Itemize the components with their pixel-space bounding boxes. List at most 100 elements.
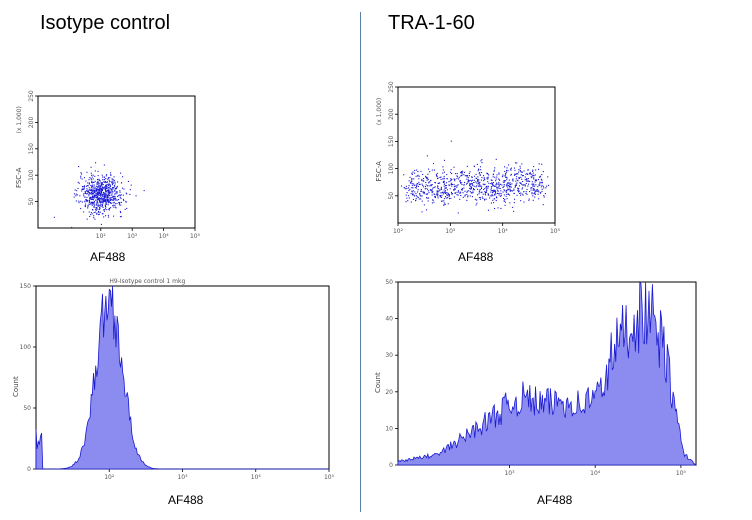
data-point: [87, 182, 89, 184]
data-point: [122, 198, 124, 200]
data-point: [441, 188, 443, 190]
data-point: [420, 198, 422, 200]
plot-right-dot-x-tick: 10⁵: [550, 228, 561, 235]
data-point: [525, 191, 527, 193]
data-point: [512, 179, 514, 181]
data-point: [447, 192, 449, 194]
data-point: [443, 182, 445, 184]
data-point: [108, 193, 110, 195]
data-point: [510, 189, 512, 191]
data-point: [535, 190, 537, 192]
data-point: [420, 170, 422, 172]
data-point: [103, 181, 105, 183]
data-point: [541, 190, 543, 192]
data-point: [420, 190, 422, 192]
data-point: [91, 195, 93, 197]
data-point: [127, 180, 129, 182]
data-point: [516, 162, 518, 164]
data-point: [487, 173, 489, 175]
data-point: [418, 178, 420, 180]
data-point: [471, 196, 473, 198]
data-point: [104, 187, 106, 189]
data-point: [453, 196, 455, 198]
data-point: [496, 188, 498, 190]
data-point: [478, 193, 480, 195]
data-point: [97, 195, 99, 197]
data-point: [506, 198, 508, 200]
data-point: [111, 182, 113, 184]
data-point: [92, 181, 94, 183]
data-point: [121, 182, 123, 184]
data-point: [423, 193, 425, 195]
data-point: [494, 176, 496, 178]
data-point: [470, 188, 472, 190]
data-point: [96, 196, 98, 198]
data-point: [521, 171, 523, 173]
data-point: [93, 191, 95, 193]
data-point: [92, 193, 94, 195]
data-point: [515, 162, 517, 164]
data-point: [494, 194, 496, 196]
data-point: [472, 179, 474, 181]
data-point: [98, 192, 100, 194]
data-point: [492, 195, 494, 197]
data-point: [538, 163, 540, 165]
data-point: [115, 187, 117, 189]
data-point: [414, 195, 416, 197]
data-point: [102, 187, 104, 189]
data-point: [487, 187, 489, 189]
data-point: [443, 198, 445, 200]
data-point: [448, 194, 450, 196]
data-point: [103, 186, 105, 188]
data-point: [473, 181, 475, 183]
data-point: [101, 197, 103, 199]
data-point: [97, 199, 99, 201]
data-point: [100, 192, 102, 194]
data-point: [418, 198, 420, 200]
data-point: [481, 177, 483, 179]
data-point: [115, 188, 117, 190]
data-point: [102, 195, 104, 197]
data-point: [431, 194, 433, 196]
plot-left-hist-y-tick: 50: [23, 405, 31, 412]
data-point: [105, 193, 107, 195]
data-point: [89, 192, 91, 194]
data-point: [531, 175, 533, 177]
data-point: [492, 191, 494, 193]
data-point: [490, 183, 492, 185]
data-point: [532, 195, 534, 197]
data-point: [93, 195, 95, 197]
data-point: [440, 176, 442, 178]
plot-frame: [397, 86, 556, 224]
data-point: [528, 199, 530, 201]
data-point: [77, 181, 79, 183]
data-point: [514, 173, 516, 175]
data-point: [112, 195, 114, 197]
data-point: [533, 188, 535, 190]
data-point: [450, 169, 452, 171]
data-point: [99, 205, 101, 207]
data-point: [459, 192, 461, 194]
plot-left-dot-y-tick: 250: [28, 90, 35, 102]
data-point: [113, 206, 115, 208]
data-point: [87, 207, 89, 209]
plot-left-dot-y-tick: 200: [28, 116, 35, 128]
data-point: [450, 184, 452, 186]
data-point: [114, 197, 116, 199]
data-point: [517, 187, 519, 189]
data-point: [466, 199, 468, 201]
data-point: [495, 184, 497, 186]
histogram-body: 10² 10³ 10⁴ 10⁵ 0 50 100 150 Count H9-Isotype con…: [12, 278, 335, 481]
data-point: [118, 194, 120, 196]
data-point: [114, 196, 116, 198]
data-point: [114, 190, 116, 192]
data-point: [415, 199, 417, 201]
data-point: [523, 184, 525, 186]
data-point: [110, 198, 112, 200]
data-point: [416, 183, 418, 185]
data-point: [506, 179, 508, 181]
data-point: [486, 189, 488, 191]
data-point: [466, 193, 468, 195]
data-point: [94, 175, 96, 177]
data-point: [484, 199, 486, 201]
